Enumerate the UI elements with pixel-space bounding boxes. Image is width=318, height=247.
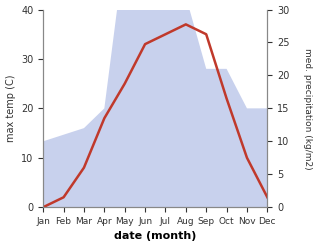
X-axis label: date (month): date (month) <box>114 231 197 242</box>
Y-axis label: med. precipitation (kg/m2): med. precipitation (kg/m2) <box>303 48 313 169</box>
Y-axis label: max temp (C): max temp (C) <box>5 75 16 142</box>
